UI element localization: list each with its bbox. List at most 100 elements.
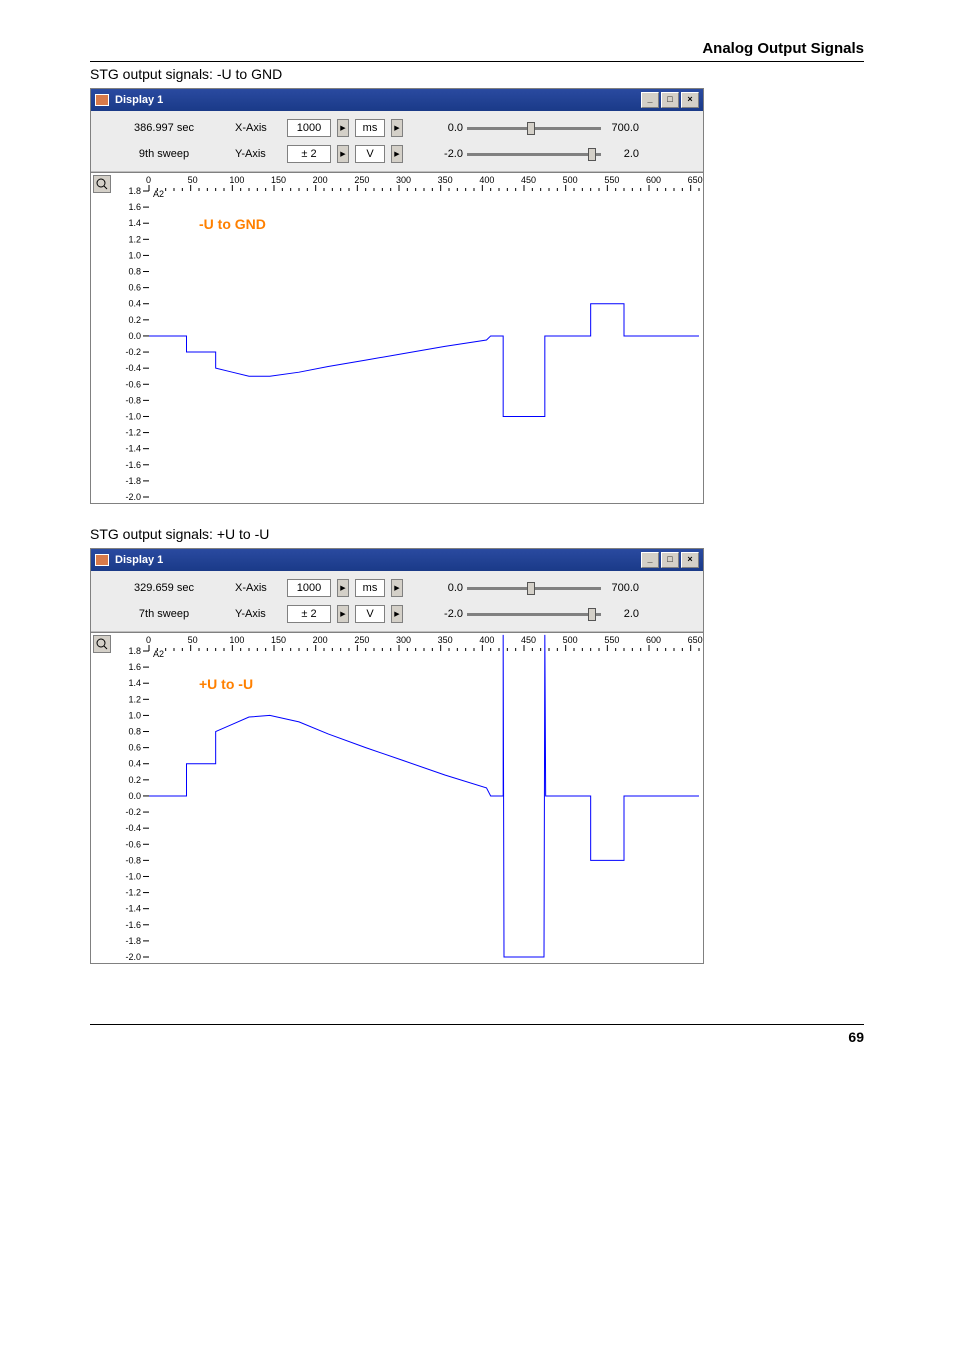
svg-text:-0.6: -0.6 bbox=[125, 379, 141, 389]
page-header: Analog Output Signals bbox=[90, 40, 864, 62]
display-window-a: Display 1 _ □ × 386.997 sec X-Axis 1000 … bbox=[90, 88, 704, 504]
svg-text:-1.6: -1.6 bbox=[125, 460, 141, 470]
close-button[interactable]: × bbox=[681, 552, 699, 568]
svg-text:400: 400 bbox=[479, 175, 494, 185]
svg-text:0.6: 0.6 bbox=[128, 283, 141, 293]
svg-text:200: 200 bbox=[313, 175, 328, 185]
svg-text:A2: A2 bbox=[153, 649, 164, 659]
svg-text:-0.2: -0.2 bbox=[125, 347, 141, 357]
svg-text:550: 550 bbox=[604, 175, 619, 185]
zoom-button[interactable] bbox=[93, 175, 111, 193]
caption-b: STG output signals: +U to -U bbox=[90, 526, 864, 542]
svg-text:200: 200 bbox=[313, 635, 328, 645]
y-axis-unit-field[interactable]: V bbox=[355, 145, 385, 163]
bottom-slider[interactable]: -2.0 2.0 bbox=[429, 148, 639, 160]
svg-text:100: 100 bbox=[229, 175, 244, 185]
svg-text:500: 500 bbox=[563, 175, 578, 185]
svg-text:-1.6: -1.6 bbox=[125, 920, 141, 930]
x-axis-label: X-Axis bbox=[235, 582, 281, 594]
page-footer: 69 bbox=[90, 1024, 864, 1045]
svg-text:100: 100 bbox=[229, 635, 244, 645]
x-unit-spinner[interactable]: ▶ bbox=[391, 119, 403, 137]
svg-text:550: 550 bbox=[604, 635, 619, 645]
x-value-spinner[interactable]: ▶ bbox=[337, 119, 349, 137]
maximize-button[interactable]: □ bbox=[661, 552, 679, 568]
svg-text:150: 150 bbox=[271, 635, 286, 645]
bottom-slider[interactable]: -2.0 2.0 bbox=[429, 608, 639, 620]
sweep-readout: 7th sweep bbox=[99, 608, 229, 620]
caption-a: STG output signals: -U to GND bbox=[90, 66, 864, 82]
svg-text:1.4: 1.4 bbox=[128, 678, 141, 688]
y-axis-label: Y-Axis bbox=[235, 148, 281, 160]
y-value-spinner[interactable]: ▶ bbox=[337, 605, 349, 623]
time-readout: 329.659 sec bbox=[99, 582, 229, 594]
svg-text:0.0: 0.0 bbox=[128, 331, 141, 341]
svg-text:-2.0: -2.0 bbox=[125, 492, 141, 502]
slider-max: 2.0 bbox=[605, 148, 639, 160]
zoom-button[interactable] bbox=[93, 635, 111, 653]
svg-text:1.8: 1.8 bbox=[128, 186, 141, 196]
svg-text:-0.8: -0.8 bbox=[125, 395, 141, 405]
slider-max: 2.0 bbox=[605, 608, 639, 620]
x-unit-spinner[interactable]: ▶ bbox=[391, 579, 403, 597]
close-button[interactable]: × bbox=[681, 92, 699, 108]
x-axis-unit-field[interactable]: ms bbox=[355, 119, 385, 137]
titlebar: Display 1 _ □ × bbox=[91, 549, 703, 571]
svg-text:350: 350 bbox=[438, 175, 453, 185]
svg-text:-1.8: -1.8 bbox=[125, 936, 141, 946]
svg-text:350: 350 bbox=[438, 635, 453, 645]
minimize-button[interactable]: _ bbox=[641, 92, 659, 108]
chart-area: 0501001502002503003504004505005506006501… bbox=[91, 172, 703, 503]
svg-text:0.8: 0.8 bbox=[128, 267, 141, 277]
minimize-button[interactable]: _ bbox=[641, 552, 659, 568]
svg-text:300: 300 bbox=[396, 175, 411, 185]
svg-text:+U to -U: +U to -U bbox=[199, 676, 253, 692]
svg-text:0.4: 0.4 bbox=[128, 759, 141, 769]
y-unit-spinner[interactable]: ▶ bbox=[391, 605, 403, 623]
signal-chart: 0501001502002503003504004505005506006501… bbox=[113, 633, 703, 963]
top-slider[interactable]: 0.0 700.0 bbox=[429, 582, 639, 594]
toolbar: 329.659 sec X-Axis 1000 ▶ ms ▶ 0.0 700.0… bbox=[91, 571, 703, 632]
svg-text:1.2: 1.2 bbox=[128, 694, 141, 704]
svg-text:1.0: 1.0 bbox=[128, 710, 141, 720]
window-title: Display 1 bbox=[115, 94, 163, 106]
svg-text:-1.0: -1.0 bbox=[125, 871, 141, 881]
svg-text:450: 450 bbox=[521, 175, 536, 185]
y-axis-value-field[interactable]: ± 2 bbox=[287, 145, 331, 163]
x-axis-value-field[interactable]: 1000 bbox=[287, 119, 331, 137]
y-axis-value-field[interactable]: ± 2 bbox=[287, 605, 331, 623]
svg-text:1.6: 1.6 bbox=[128, 202, 141, 212]
svg-text:600: 600 bbox=[646, 635, 661, 645]
window-app-icon bbox=[95, 554, 109, 566]
svg-text:-1.8: -1.8 bbox=[125, 476, 141, 486]
slider-min: 0.0 bbox=[429, 582, 463, 594]
x-value-spinner[interactable]: ▶ bbox=[337, 579, 349, 597]
svg-text:1.4: 1.4 bbox=[128, 218, 141, 228]
svg-text:0.2: 0.2 bbox=[128, 315, 141, 325]
slider-min: -2.0 bbox=[429, 608, 463, 620]
y-unit-spinner[interactable]: ▶ bbox=[391, 145, 403, 163]
display-window-b: Display 1 _ □ × 329.659 sec X-Axis 1000 … bbox=[90, 548, 704, 964]
svg-text:500: 500 bbox=[563, 635, 578, 645]
svg-text:-0.6: -0.6 bbox=[125, 839, 141, 849]
svg-text:-0.4: -0.4 bbox=[125, 363, 141, 373]
x-axis-unit-field[interactable]: ms bbox=[355, 579, 385, 597]
svg-text:-1.4: -1.4 bbox=[125, 904, 141, 914]
svg-text:250: 250 bbox=[354, 175, 369, 185]
svg-text:-1.2: -1.2 bbox=[125, 428, 141, 438]
titlebar: Display 1 _ □ × bbox=[91, 89, 703, 111]
y-value-spinner[interactable]: ▶ bbox=[337, 145, 349, 163]
y-axis-unit-field[interactable]: V bbox=[355, 605, 385, 623]
svg-text:650: 650 bbox=[688, 175, 703, 185]
svg-text:1.6: 1.6 bbox=[128, 662, 141, 672]
maximize-button[interactable]: □ bbox=[661, 92, 679, 108]
svg-text:-1.2: -1.2 bbox=[125, 888, 141, 898]
top-slider[interactable]: 0.0 700.0 bbox=[429, 122, 639, 134]
svg-text:A2: A2 bbox=[153, 189, 164, 199]
svg-text:0.6: 0.6 bbox=[128, 743, 141, 753]
toolbar: 386.997 sec X-Axis 1000 ▶ ms ▶ 0.0 700.0… bbox=[91, 111, 703, 172]
svg-text:300: 300 bbox=[396, 635, 411, 645]
svg-text:0.0: 0.0 bbox=[128, 791, 141, 801]
svg-text:0: 0 bbox=[146, 175, 151, 185]
x-axis-value-field[interactable]: 1000 bbox=[287, 579, 331, 597]
